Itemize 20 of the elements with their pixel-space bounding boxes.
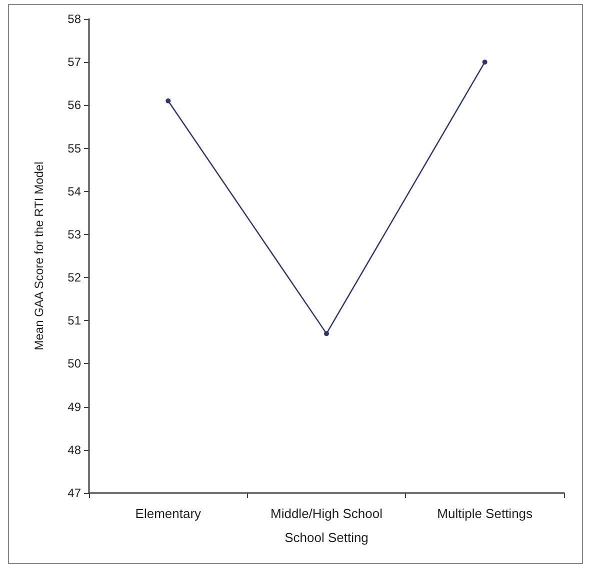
x-axis-title: School Setting bbox=[284, 530, 368, 545]
y-tick-label: 50 bbox=[68, 356, 82, 371]
y-tick-label: 47 bbox=[68, 486, 82, 500]
y-tick-label: 57 bbox=[68, 55, 82, 70]
y-tick-label: 54 bbox=[68, 184, 82, 198]
point bbox=[482, 60, 488, 65]
y-axis-title: Mean GAA Score for the RTI Model bbox=[32, 162, 46, 350]
y-tick-label: 56 bbox=[68, 98, 82, 112]
y-tick-label: 52 bbox=[68, 270, 82, 285]
y-tick-label: 49 bbox=[68, 400, 82, 414]
point bbox=[324, 331, 329, 336]
x-tick-label: Middle/High School bbox=[270, 506, 383, 521]
point bbox=[166, 98, 171, 104]
y-tick-label: 51 bbox=[68, 314, 82, 328]
y-tick-label: 48 bbox=[68, 442, 82, 457]
x-tick-label: Multiple Settings bbox=[437, 506, 534, 521]
y-tick-label: 58 bbox=[68, 12, 82, 26]
y-tick-label: 55 bbox=[68, 141, 82, 156]
x-tick-label: Elementary bbox=[135, 506, 202, 521]
y-tick-label: 53 bbox=[68, 227, 82, 242]
